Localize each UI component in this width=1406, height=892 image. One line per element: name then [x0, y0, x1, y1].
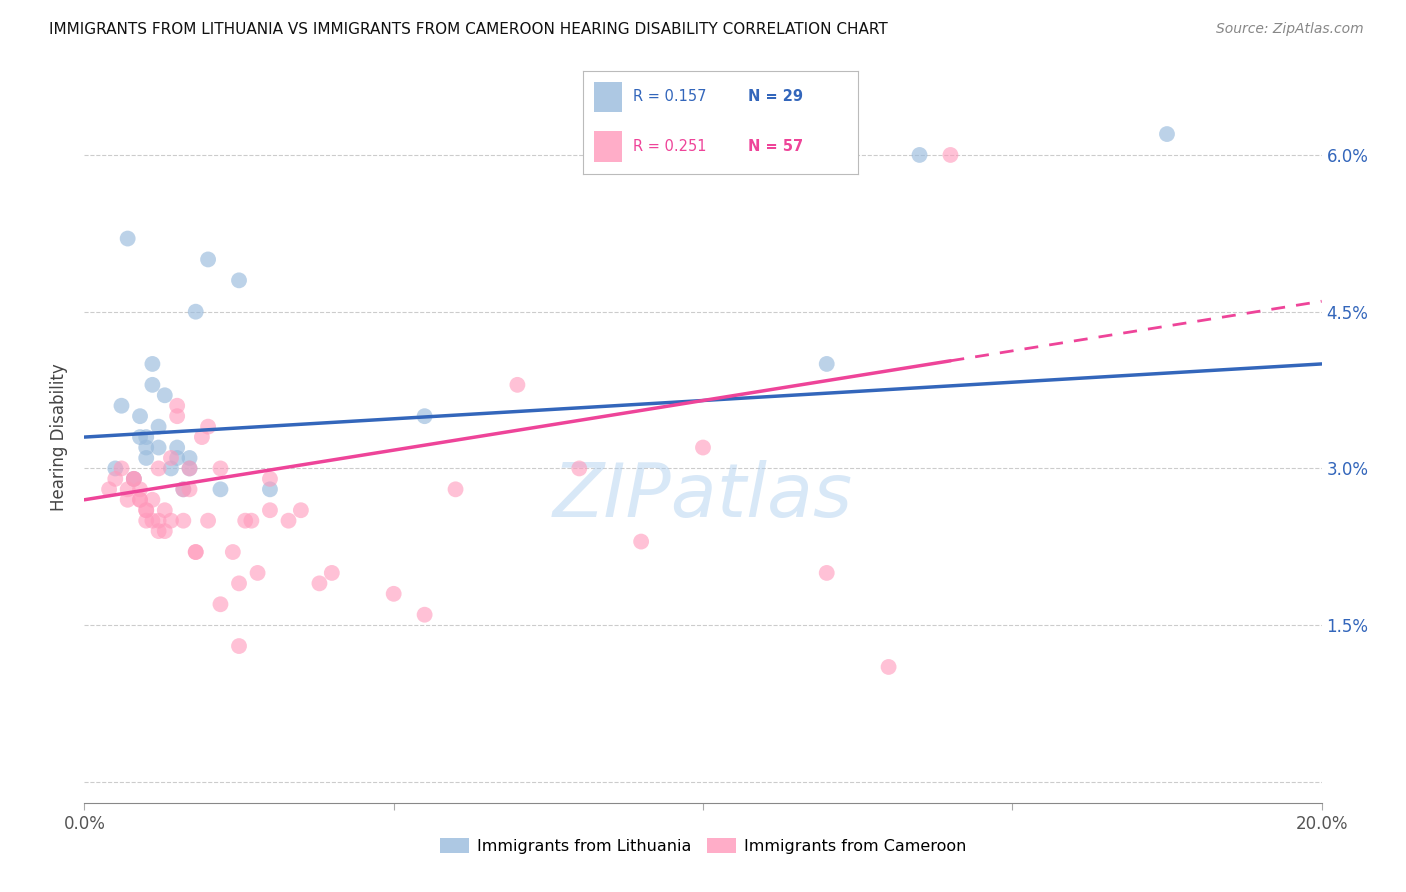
Point	[240, 514, 263, 528]
Point	[179, 461, 201, 475]
Point	[129, 430, 152, 444]
Point	[135, 430, 157, 444]
Point	[321, 566, 343, 580]
Legend: Immigrants from Lithuania, Immigrants from Cameroon: Immigrants from Lithuania, Immigrants fr…	[433, 831, 973, 861]
Point	[166, 409, 188, 424]
Point	[233, 514, 256, 528]
Point	[184, 545, 207, 559]
Point	[141, 492, 163, 507]
Point	[939, 148, 962, 162]
Point	[122, 472, 145, 486]
Point	[209, 461, 232, 475]
Point	[209, 597, 232, 611]
Point	[815, 357, 838, 371]
Point	[166, 450, 188, 465]
Point	[877, 660, 900, 674]
Text: N = 29: N = 29	[748, 89, 803, 104]
Point	[135, 450, 157, 465]
Point	[290, 503, 312, 517]
Point	[117, 483, 139, 497]
Point	[228, 273, 250, 287]
Text: N = 57: N = 57	[748, 139, 803, 153]
Point	[172, 483, 194, 497]
Point	[148, 524, 170, 538]
Point	[259, 503, 281, 517]
Point	[122, 472, 145, 486]
Point	[153, 503, 176, 517]
Point	[110, 461, 132, 475]
Point	[160, 461, 183, 475]
Point	[413, 409, 436, 424]
Point	[172, 514, 194, 528]
Bar	[595, 81, 621, 112]
Point	[197, 252, 219, 267]
Point	[259, 483, 281, 497]
Point	[1156, 127, 1178, 141]
Point	[148, 419, 170, 434]
Point	[148, 441, 170, 455]
Point	[179, 461, 201, 475]
Point	[815, 566, 838, 580]
Point	[209, 483, 232, 497]
Point	[568, 461, 591, 475]
Point	[166, 441, 188, 455]
Point	[135, 503, 157, 517]
Point	[122, 472, 145, 486]
Point	[222, 545, 245, 559]
Point	[141, 514, 163, 528]
Point	[197, 419, 219, 434]
Point	[135, 503, 157, 517]
Point	[179, 483, 201, 497]
Point	[184, 304, 207, 318]
Point	[98, 483, 121, 497]
Point	[908, 148, 931, 162]
Point	[141, 357, 163, 371]
Text: R = 0.251: R = 0.251	[633, 139, 706, 153]
Point	[259, 472, 281, 486]
Point	[135, 441, 157, 455]
Point	[382, 587, 405, 601]
Point	[148, 514, 170, 528]
Point	[308, 576, 330, 591]
Point	[135, 514, 157, 528]
Text: IMMIGRANTS FROM LITHUANIA VS IMMIGRANTS FROM CAMEROON HEARING DISABILITY CORRELA: IMMIGRANTS FROM LITHUANIA VS IMMIGRANTS …	[49, 22, 889, 37]
Point	[104, 472, 127, 486]
Text: Source: ZipAtlas.com: Source: ZipAtlas.com	[1216, 22, 1364, 37]
Point	[160, 450, 183, 465]
Point	[692, 441, 714, 455]
Point	[506, 377, 529, 392]
Point	[129, 483, 152, 497]
Point	[153, 524, 176, 538]
Point	[413, 607, 436, 622]
Point	[228, 639, 250, 653]
Point	[129, 409, 152, 424]
Point	[630, 534, 652, 549]
Point	[228, 576, 250, 591]
Y-axis label: Hearing Disability: Hearing Disability	[51, 363, 69, 511]
Point	[197, 514, 219, 528]
Point	[444, 483, 467, 497]
Point	[129, 492, 152, 507]
Point	[117, 492, 139, 507]
Point	[184, 545, 207, 559]
Point	[110, 399, 132, 413]
Point	[277, 514, 299, 528]
Point	[129, 492, 152, 507]
Text: ZIPatlas: ZIPatlas	[553, 459, 853, 532]
Point	[191, 430, 214, 444]
Point	[246, 566, 269, 580]
Bar	[595, 131, 621, 161]
Point	[148, 461, 170, 475]
Point	[104, 461, 127, 475]
Point	[166, 399, 188, 413]
Point	[117, 231, 139, 245]
Text: R = 0.157: R = 0.157	[633, 89, 706, 104]
Point	[172, 483, 194, 497]
Point	[160, 514, 183, 528]
Point	[179, 450, 201, 465]
Point	[153, 388, 176, 402]
Point	[141, 377, 163, 392]
